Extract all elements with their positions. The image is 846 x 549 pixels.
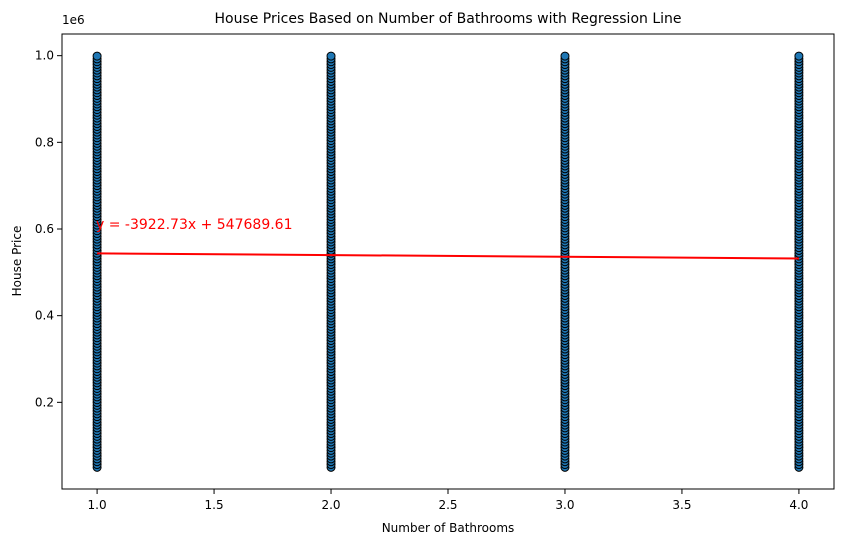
scatter-point [560, 51, 570, 61]
y-tick-label: 0.4 [35, 309, 54, 323]
y-axis-label: House Price [10, 226, 24, 297]
y-tick-label: 0.8 [35, 135, 54, 149]
scatter-point [92, 51, 102, 61]
scatter-point [794, 51, 804, 61]
y-tick-label: 0.6 [35, 222, 54, 236]
points-layer [92, 51, 804, 472]
x-axis-label: Number of Bathrooms [382, 521, 515, 535]
x-tick-label: 1.5 [205, 498, 224, 512]
x-axis-ticks: 1.0 1.5 2.0 2.5 3.0 3.5 4.0 [88, 489, 808, 512]
x-tick-label: 4.0 [789, 498, 808, 512]
chart-title: House Prices Based on Number of Bathroom… [214, 11, 681, 27]
x-tick-label: 2.0 [321, 498, 340, 512]
scatter-point [326, 51, 336, 61]
regression-line [97, 252, 799, 260]
x-tick-label: 3.5 [672, 498, 691, 512]
y-tick-label: 0.2 [35, 395, 54, 409]
x-tick-label: 2.5 [438, 498, 457, 512]
x-tick-label: 3.0 [555, 498, 574, 512]
y-offset-label: 1e6 [62, 13, 85, 27]
x-tick-label: 1.0 [88, 498, 107, 512]
regression-equation: y = -3922.73x + 547689.61 [96, 217, 293, 233]
y-tick-label: 1.0 [35, 49, 54, 63]
y-axis-ticks: 0.2 0.4 0.6 0.8 1.0 [35, 49, 62, 409]
